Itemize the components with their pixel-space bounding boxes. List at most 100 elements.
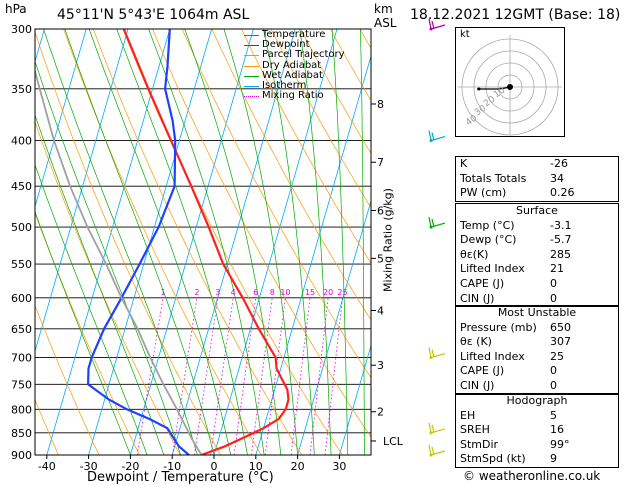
pressure-tick-label: 350 [11, 83, 32, 96]
hodograph-label: SREH [460, 423, 490, 437]
pressure-tick-label: 850 [11, 427, 32, 440]
pressure-tick-label: 700 [11, 352, 32, 365]
pressure-tick-label: 900 [11, 449, 32, 462]
altitude-tick-label: 3 [377, 359, 384, 372]
surface-label: CIN (J) [460, 291, 495, 305]
surface-row: θε(K) 285 [456, 248, 618, 263]
wind-barb-dot [429, 139, 433, 143]
pressure-tick-label: 500 [11, 221, 32, 234]
hodograph-row: StmSpd (kt) 9 [456, 452, 618, 467]
most-unstable-label: CAPE (J) [460, 364, 505, 378]
index-label: K [460, 157, 468, 170]
indices-table: K -26 Totals Totals 34 PW (cm) 0.26 [455, 156, 619, 202]
wind-barb-icon [428, 130, 432, 141]
dry-adiabat-line [92, 29, 303, 455]
legend-label: Wet Adiabat [262, 69, 323, 81]
dewpoint-curve [86, 29, 190, 455]
hodograph-unit-label: kt [460, 29, 470, 40]
mixing-ratio-label: 6 [253, 288, 258, 297]
mixing-ratio-label: 10 [280, 288, 290, 297]
wet-adiabat-line [331, 29, 349, 455]
asl-label: ASL [374, 16, 397, 30]
legend-swatch [244, 86, 259, 88]
copyright-text: © weatheronline.co.uk [463, 469, 601, 483]
surface-value: -3.1 [550, 218, 572, 232]
pressure-unit-label: hPa [5, 2, 27, 16]
pressure-tick-label: 800 [11, 403, 32, 416]
dry-adiabat-line [300, 29, 371, 155]
wind-barb-dot [429, 225, 433, 229]
temperature-tick-label: 20 [291, 460, 305, 473]
surface-row: Lifted Index 21 [456, 262, 618, 277]
wind-barb-icon [431, 132, 435, 141]
legend-entry: Dry Adiabat [244, 59, 345, 71]
mixing-ratio-label: 8 [270, 288, 275, 297]
mixing-ratio-label: 2 [194, 288, 199, 297]
legend-label: Dewpoint [262, 39, 310, 51]
mixing-ratio-label: 3 [215, 288, 220, 297]
most-unstable-label: Pressure (mb) [460, 320, 537, 334]
legend-entry: Wet Adiabat [244, 69, 345, 81]
pressure-tick-label: 650 [11, 323, 32, 336]
most-unstable-row: Lifted Index 25 [456, 350, 618, 365]
pressure-tick-label: 400 [11, 135, 32, 148]
datetime-title: 18.12.2021 12GMT (Base: 18) [410, 7, 621, 23]
index-row: PW (cm) 0.26 [456, 186, 618, 201]
wet-adiabat-line [360, 29, 365, 455]
wind-barb-icon [431, 446, 435, 456]
most-unstable-table: Most Unstable Pressure (mb) 650 θε (K) 307… [455, 305, 619, 395]
mixing-ratio-label: 15 [305, 288, 315, 297]
dry-adiabat-line [181, 29, 371, 379]
wet-adiabat-line [88, 29, 232, 455]
isotherm-line [35, 29, 87, 208]
wind-barb-icon [428, 347, 432, 358]
pressure-tick-label: 600 [11, 292, 32, 305]
legend-label: Dry Adiabat [262, 59, 322, 71]
most-unstable-label: θε (K) [460, 335, 492, 349]
legend-entry: Isotherm [244, 80, 345, 91]
legend-label: Parcel Trajectory [262, 49, 345, 61]
hodograph [455, 27, 565, 137]
most-unstable-value: 650 [550, 320, 571, 334]
most-unstable-row: CAPE (J) 0 [456, 364, 618, 379]
surface-value: 0 [550, 291, 557, 305]
surface-label: Dewp (°C) [460, 233, 517, 247]
wet-adiabat-line [148, 29, 265, 455]
pressure-tick-label: 300 [11, 23, 32, 36]
wind-barb-icon [428, 216, 432, 228]
most-unstable-label: CIN (J) [460, 378, 495, 392]
surface-label: CAPE (J) [460, 276, 505, 290]
wet-adiabat-line [35, 163, 148, 455]
index-row: K -26 [456, 157, 618, 172]
isotherm-line [297, 199, 371, 455]
isotherm-line [130, 29, 254, 455]
dry-adiabat-line [35, 30, 222, 455]
surface-value: 0 [550, 276, 557, 290]
surface-label: Lifted Index [460, 262, 525, 276]
dry-adiabat-line [35, 121, 181, 455]
mixing-ratio-axis-label: Mixing Ratio (g/kg) [381, 188, 395, 292]
mixing-ratio-line [250, 297, 273, 455]
isotherm-line [213, 29, 338, 455]
mixing-ratio-line [210, 297, 234, 455]
hodograph-row: SREH 16 [456, 423, 618, 438]
most-unstable-value: 25 [550, 349, 564, 363]
surface-value: -5.7 [550, 233, 572, 247]
mixing-ratio-label: 20 [323, 288, 333, 297]
hodograph-label: StmDir [460, 437, 499, 451]
mixing-ratio-label: 1 [160, 288, 165, 297]
hodograph-label: StmSpd (kt) [460, 452, 526, 466]
temperature-tick-label: 30 [332, 460, 346, 473]
wet-adiabat-line [223, 29, 298, 455]
dry-adiabat-line [270, 29, 371, 209]
dry-adiabat-line [63, 29, 262, 455]
dry-adiabat-line [211, 29, 371, 321]
hodograph-value: 5 [550, 408, 557, 422]
legend-swatch [244, 35, 259, 36]
hodograph-value: 16 [550, 423, 564, 437]
most-unstable-value: 307 [550, 335, 571, 349]
wind-barb-icon [431, 218, 435, 228]
surface-row: CIN (J) 0 [456, 292, 618, 307]
wet-adiabat-line [184, 29, 282, 455]
wet-adiabat-line [35, 210, 131, 455]
